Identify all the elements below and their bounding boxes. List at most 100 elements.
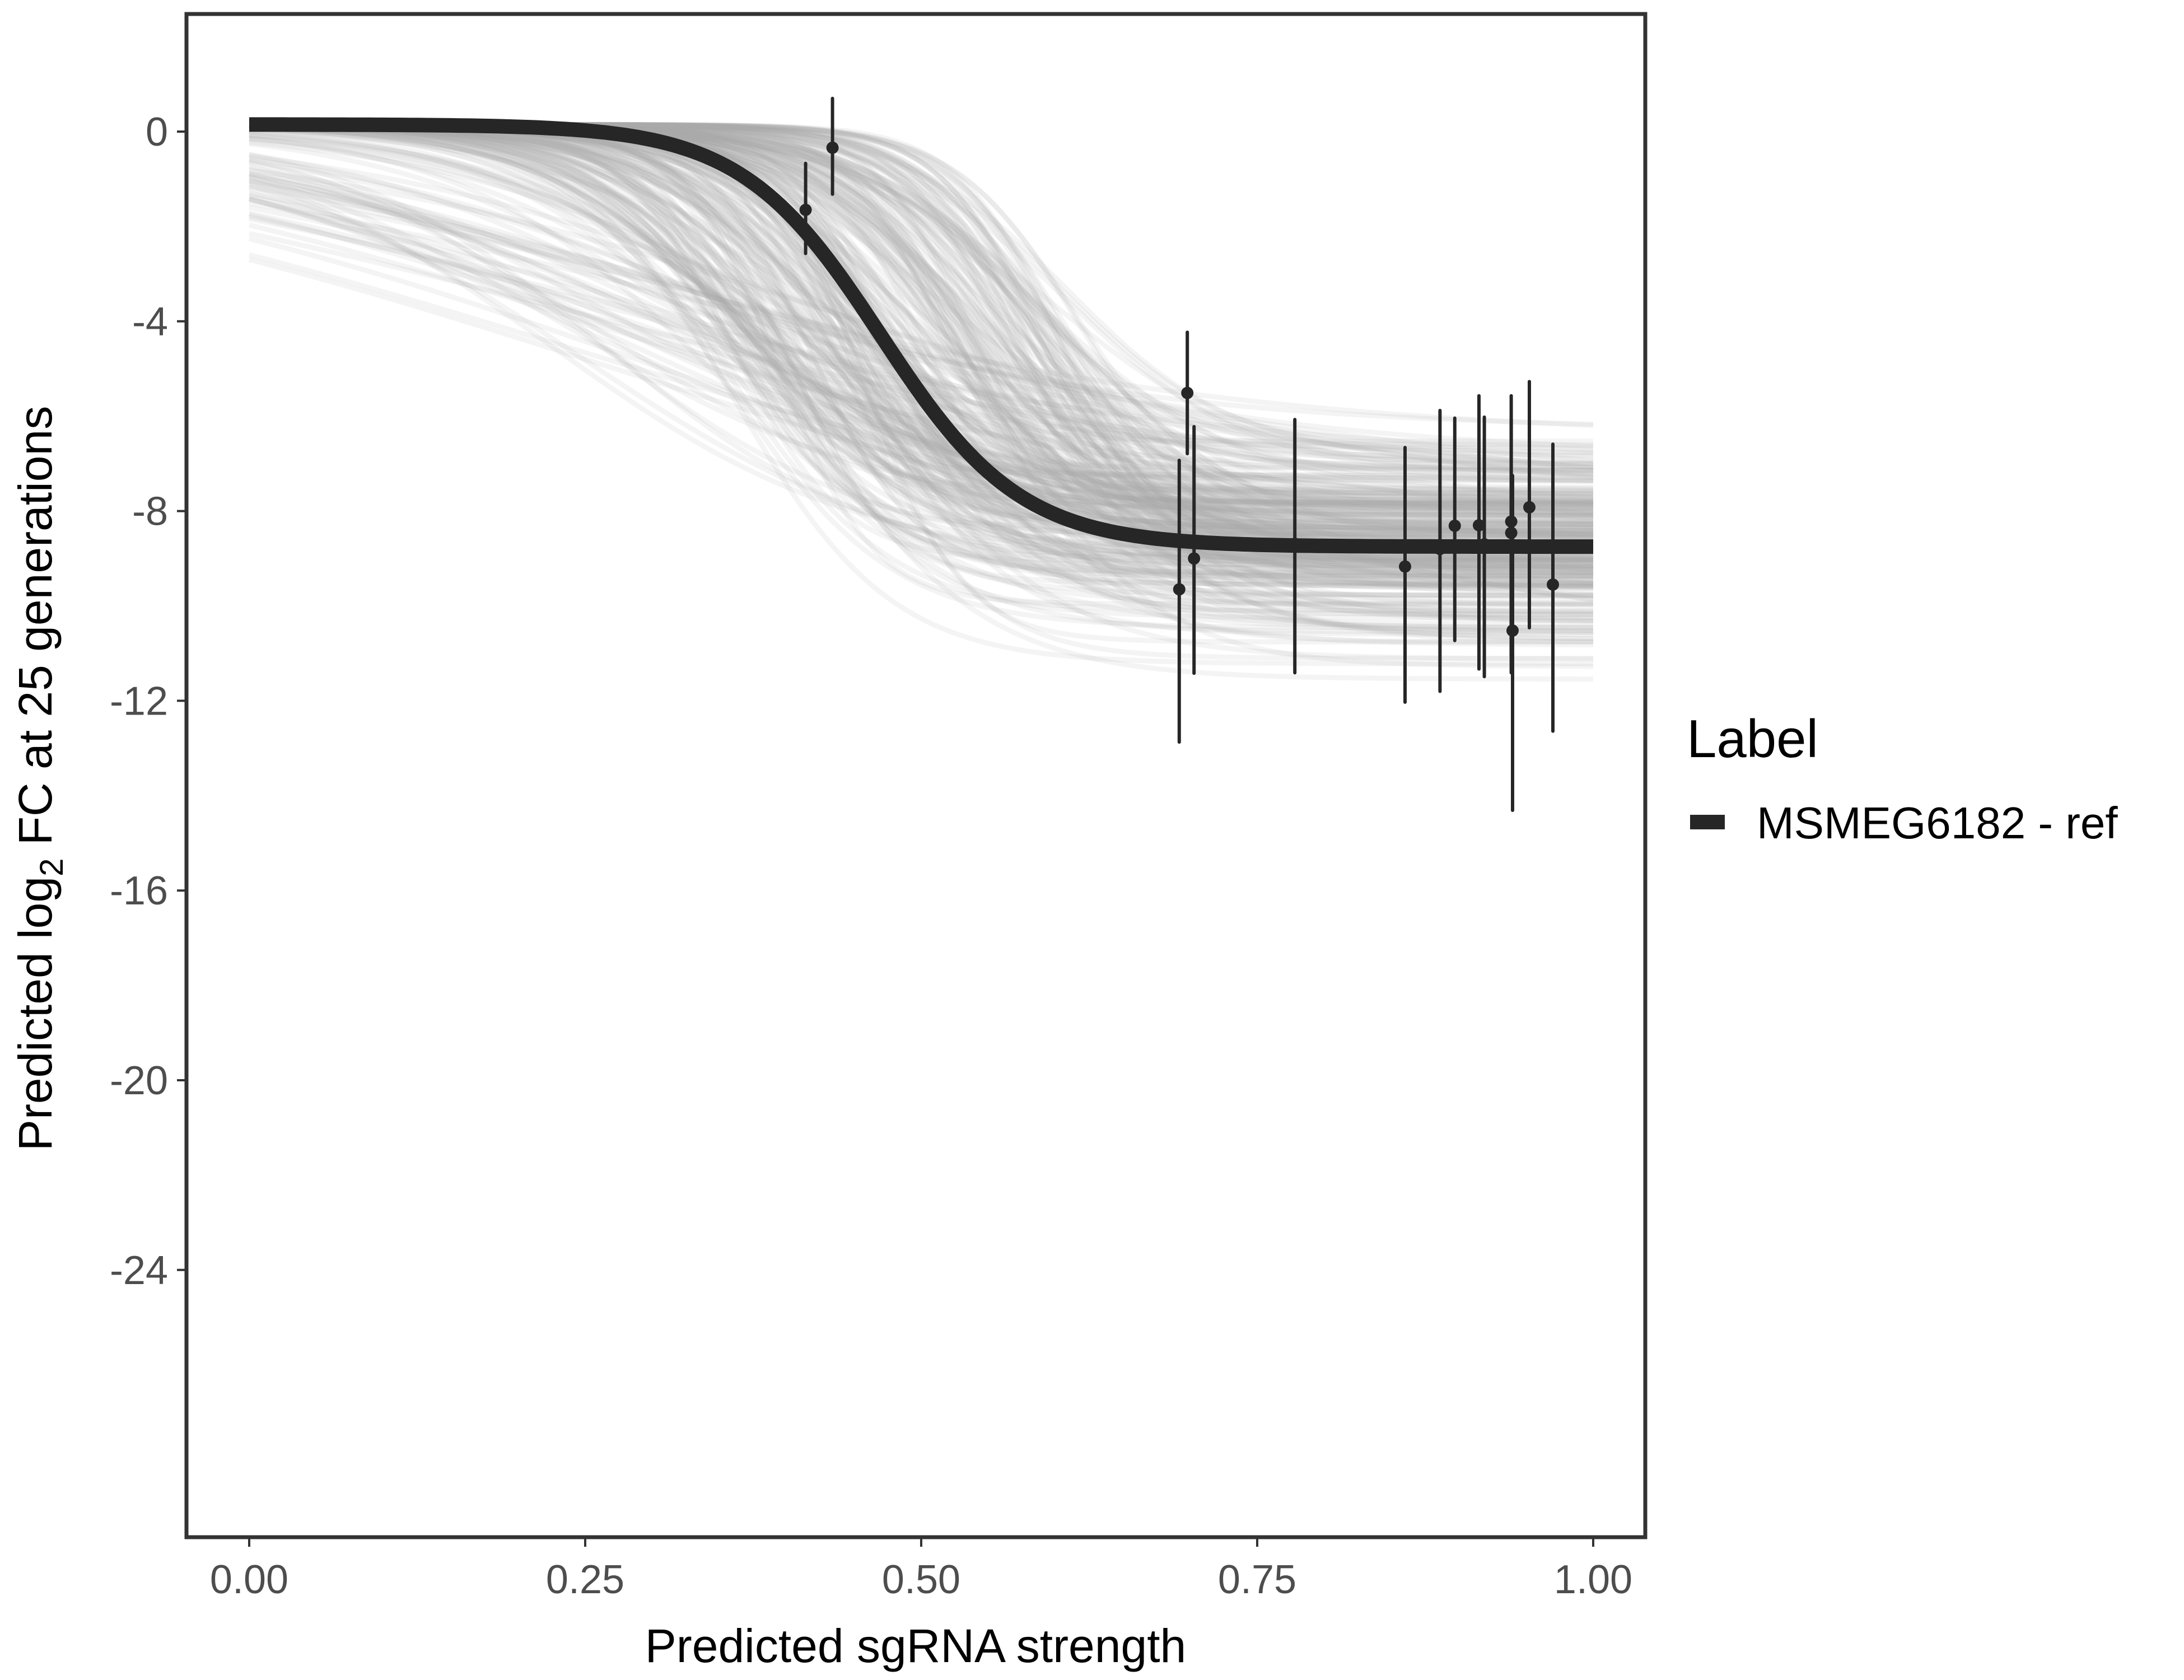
posterior-draw-line <box>249 136 1594 598</box>
posterior-draw-line <box>249 125 1593 515</box>
posterior-draw-line <box>249 123 1593 561</box>
posterior-draw-line <box>249 124 1594 591</box>
posterior-draw-line <box>249 123 1593 510</box>
y-axis-title-prefix: Predicted log <box>9 876 62 1151</box>
posterior-draw-line <box>249 122 1593 572</box>
posterior-draw-line <box>249 128 1594 466</box>
posterior-draw-line <box>249 123 1594 524</box>
x-axis-title: Predicted sgRNA strength <box>645 1620 1187 1672</box>
posterior-draw-line <box>249 123 1594 648</box>
posterior-draw-line <box>249 123 1594 534</box>
data-point <box>1188 552 1201 565</box>
data-point <box>1547 578 1559 591</box>
posterior-draw-line <box>249 167 1594 480</box>
posterior-draw-line <box>249 124 1593 589</box>
fit-curve-group <box>249 117 1593 554</box>
posterior-draw-line <box>249 132 1594 623</box>
posterior-draw-line <box>249 123 1593 635</box>
data-point <box>1181 386 1194 399</box>
posterior-draw-line <box>249 125 1593 506</box>
y-tick-label: -20 <box>110 1058 168 1103</box>
posterior-draw-line <box>249 123 1593 537</box>
posterior-draw-line <box>249 123 1593 538</box>
y-axis-title-suffix: FC at 25 generations <box>9 406 62 858</box>
posterior-draw-line <box>249 125 1593 533</box>
posterior-draw-line <box>248 236 1594 587</box>
posterior-draw-line <box>249 127 1594 563</box>
posterior-draw-line <box>249 137 1594 523</box>
legend: Label MSMEG6182 - ref <box>1687 709 2118 848</box>
posterior-draw-line <box>249 200 1594 463</box>
posterior-draw-line <box>249 123 1593 512</box>
x-tick-label: 1.00 <box>1554 1557 1632 1602</box>
posterior-draw-line <box>249 179 1594 501</box>
posterior-draw-line <box>249 184 1594 479</box>
posterior-draw-line <box>249 123 1593 620</box>
posterior-draw-line <box>249 136 1594 575</box>
posterior-draw-line <box>249 124 1593 631</box>
posterior-draw-line <box>248 196 1594 515</box>
posterior-draw-line <box>249 160 1593 483</box>
posterior-draw-line <box>248 174 1593 519</box>
y-axis: 0 -4 -8 -12 -16 -20 -24 <box>110 110 186 1293</box>
posterior-draw-line <box>249 123 1593 569</box>
data-point <box>1399 560 1411 573</box>
posterior-draw-line <box>248 212 1594 504</box>
posterior-draw-line <box>249 158 1594 484</box>
posterior-draw-line <box>249 125 1594 494</box>
posterior-draw-line <box>249 135 1594 633</box>
x-tick-label: 0.00 <box>210 1557 288 1602</box>
posterior-draw-line <box>249 132 1594 586</box>
legend-title: Label <box>1687 709 1818 769</box>
y-axis-title: Predicted log2 FC at 25 generations <box>9 406 70 1151</box>
y-axis-title-subscript: 2 <box>34 858 70 876</box>
posterior-draw-line <box>249 192 1594 471</box>
data-point <box>1448 519 1461 532</box>
data-point <box>826 141 839 154</box>
posterior-draw-line <box>248 222 1594 506</box>
data-point <box>1506 624 1519 637</box>
posterior-draw-line <box>249 186 1594 428</box>
posterior-draw-line <box>249 128 1593 538</box>
posterior-draw-line <box>248 195 1594 536</box>
posterior-draw-line <box>249 211 1594 602</box>
posterior-draw-line <box>248 183 1594 590</box>
posterior-draw-line <box>249 216 1594 468</box>
posterior-draw-line <box>249 125 1593 535</box>
posterior-draw-line <box>249 123 1593 507</box>
y-tick-label: -16 <box>110 869 168 913</box>
posterior-draw-line <box>249 123 1594 563</box>
posterior-draw-line <box>249 123 1593 518</box>
posterior-draw-line <box>249 123 1593 531</box>
x-axis: 0.00 0.25 0.50 0.75 1.00 <box>210 1537 1632 1602</box>
posterior-draw-line <box>249 123 1593 517</box>
posterior-draw-line <box>249 178 1594 470</box>
posterior-draw-line <box>249 141 1594 511</box>
posterior-draw-line <box>249 123 1593 682</box>
posterior-draw-line <box>249 123 1593 598</box>
posterior-draw-line <box>249 123 1593 666</box>
posterior-draw-line <box>249 154 1594 449</box>
posterior-draw-line <box>249 152 1594 517</box>
posterior-draw-line <box>249 126 1593 598</box>
x-tick-label: 0.25 <box>546 1557 624 1602</box>
data-point <box>799 203 812 216</box>
posterior-draw-line <box>248 178 1594 568</box>
legend-key-swatch <box>1690 815 1725 829</box>
posterior-draw-line <box>249 172 1594 575</box>
y-tick-label: -24 <box>110 1248 168 1293</box>
data-point <box>1289 538 1301 550</box>
posterior-draw-line <box>249 123 1593 601</box>
posterior-draw-line <box>249 133 1594 616</box>
data-point <box>1473 519 1485 532</box>
posterior-draw-line <box>249 214 1594 453</box>
posterior-draw-line <box>249 123 1593 582</box>
posterior-draw-line <box>249 123 1593 581</box>
x-tick-label: 0.50 <box>882 1557 960 1602</box>
posterior-draw-line <box>249 126 1593 540</box>
posterior-draw-line <box>249 139 1594 508</box>
plot-background <box>186 14 1645 1537</box>
fit-curve <box>249 117 1593 554</box>
posterior-draw-line <box>249 171 1594 427</box>
